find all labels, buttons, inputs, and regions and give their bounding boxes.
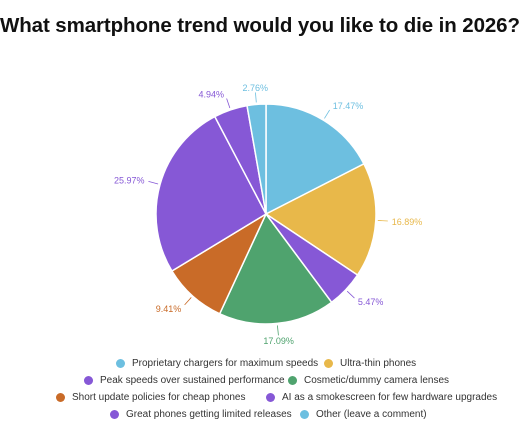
legend-swatch [288, 376, 297, 385]
legend-swatch [266, 393, 275, 402]
legend-swatch [300, 410, 309, 419]
legend-label: Ultra-thin phones [340, 358, 417, 369]
pie-leader-lines [148, 92, 388, 336]
data-label: 2.76% [242, 83, 268, 93]
pie-slice-cosmetic-dummy-camera-lenses[interactable] [218, 212, 333, 325]
legend-item[interactable]: AI as a smokescreen for few hardware upg… [266, 392, 497, 403]
legend-row: Proprietary chargers for maximum speeds … [0, 358, 528, 372]
data-label: 16.89% [392, 217, 423, 227]
data-label: 17.09% [263, 336, 294, 346]
data-label: 5.47% [358, 297, 384, 307]
leader-line [226, 98, 231, 109]
pie-chart: 17.47% 16.89% 5.47% 17.09% 9.41% 25.97% 4.94% 2… [114, 83, 422, 346]
legend-item[interactable]: Cosmetic/dummy camera lenses [288, 375, 449, 386]
data-label: 9.41% [156, 304, 182, 314]
pie-slice-ultra-thin-phones[interactable] [264, 162, 377, 277]
data-label: 25.97% [114, 175, 145, 185]
pie-slice-peak-speeds-over-sustained-performance[interactable] [155, 115, 267, 273]
leader-line [148, 180, 159, 185]
legend-item[interactable]: Other (leave a comment) [300, 409, 427, 420]
pie-slices [155, 103, 377, 325]
legend-row: Short update policies for cheap phones A… [0, 392, 528, 406]
leader-line [277, 325, 279, 336]
legend-swatch [110, 410, 119, 419]
legend-label: Cosmetic/dummy camera lenses [304, 375, 450, 386]
leader-line [255, 92, 257, 103]
pie-slice-other-leave-a-comment[interactable] [246, 103, 267, 215]
legend-swatch [116, 359, 125, 368]
pie-data-labels: 17.47% 16.89% 5.47% 17.09% 9.41% 25.97% 4.94% 2… [114, 83, 422, 346]
legend-item[interactable]: Proprietary chargers for maximum speeds [116, 358, 318, 369]
legend-label: Short update policies for cheap phones [72, 392, 246, 403]
leader-line [324, 109, 330, 119]
leader-line [377, 220, 388, 222]
legend-item[interactable]: Ultra-thin phones [324, 358, 416, 369]
pie-slice-proprietary-chargers-for-maximum-speeds[interactable] [265, 103, 365, 216]
legend-label: Peak speeds over sustained performance [100, 375, 285, 386]
data-label: 4.94% [198, 89, 224, 99]
leader-line [184, 297, 192, 306]
leader-line [346, 290, 355, 299]
legend-row: Peak speeds over sustained performance C… [0, 375, 528, 389]
legend-item[interactable]: Peak speeds over sustained performance [84, 375, 285, 386]
legend-swatch [324, 359, 333, 368]
legend-label: Other (leave a comment) [316, 409, 427, 420]
legend-item[interactable]: Great phones getting limited releases [110, 409, 292, 420]
data-label: 17.47% [333, 101, 364, 111]
legend-row: Great phones getting limited releases Ot… [0, 409, 528, 423]
legend-label: Great phones getting limited releases [126, 409, 292, 420]
legend-swatch [84, 376, 93, 385]
chart-title: What smartphone trend would you like to … [0, 14, 520, 37]
legend-swatch [56, 393, 65, 402]
legend-item[interactable]: Short update policies for cheap phones [56, 392, 245, 403]
legend-label: Proprietary chargers for maximum speeds [132, 358, 319, 369]
legend-label: AI as a smokescreen for few hardware upg… [282, 392, 498, 403]
